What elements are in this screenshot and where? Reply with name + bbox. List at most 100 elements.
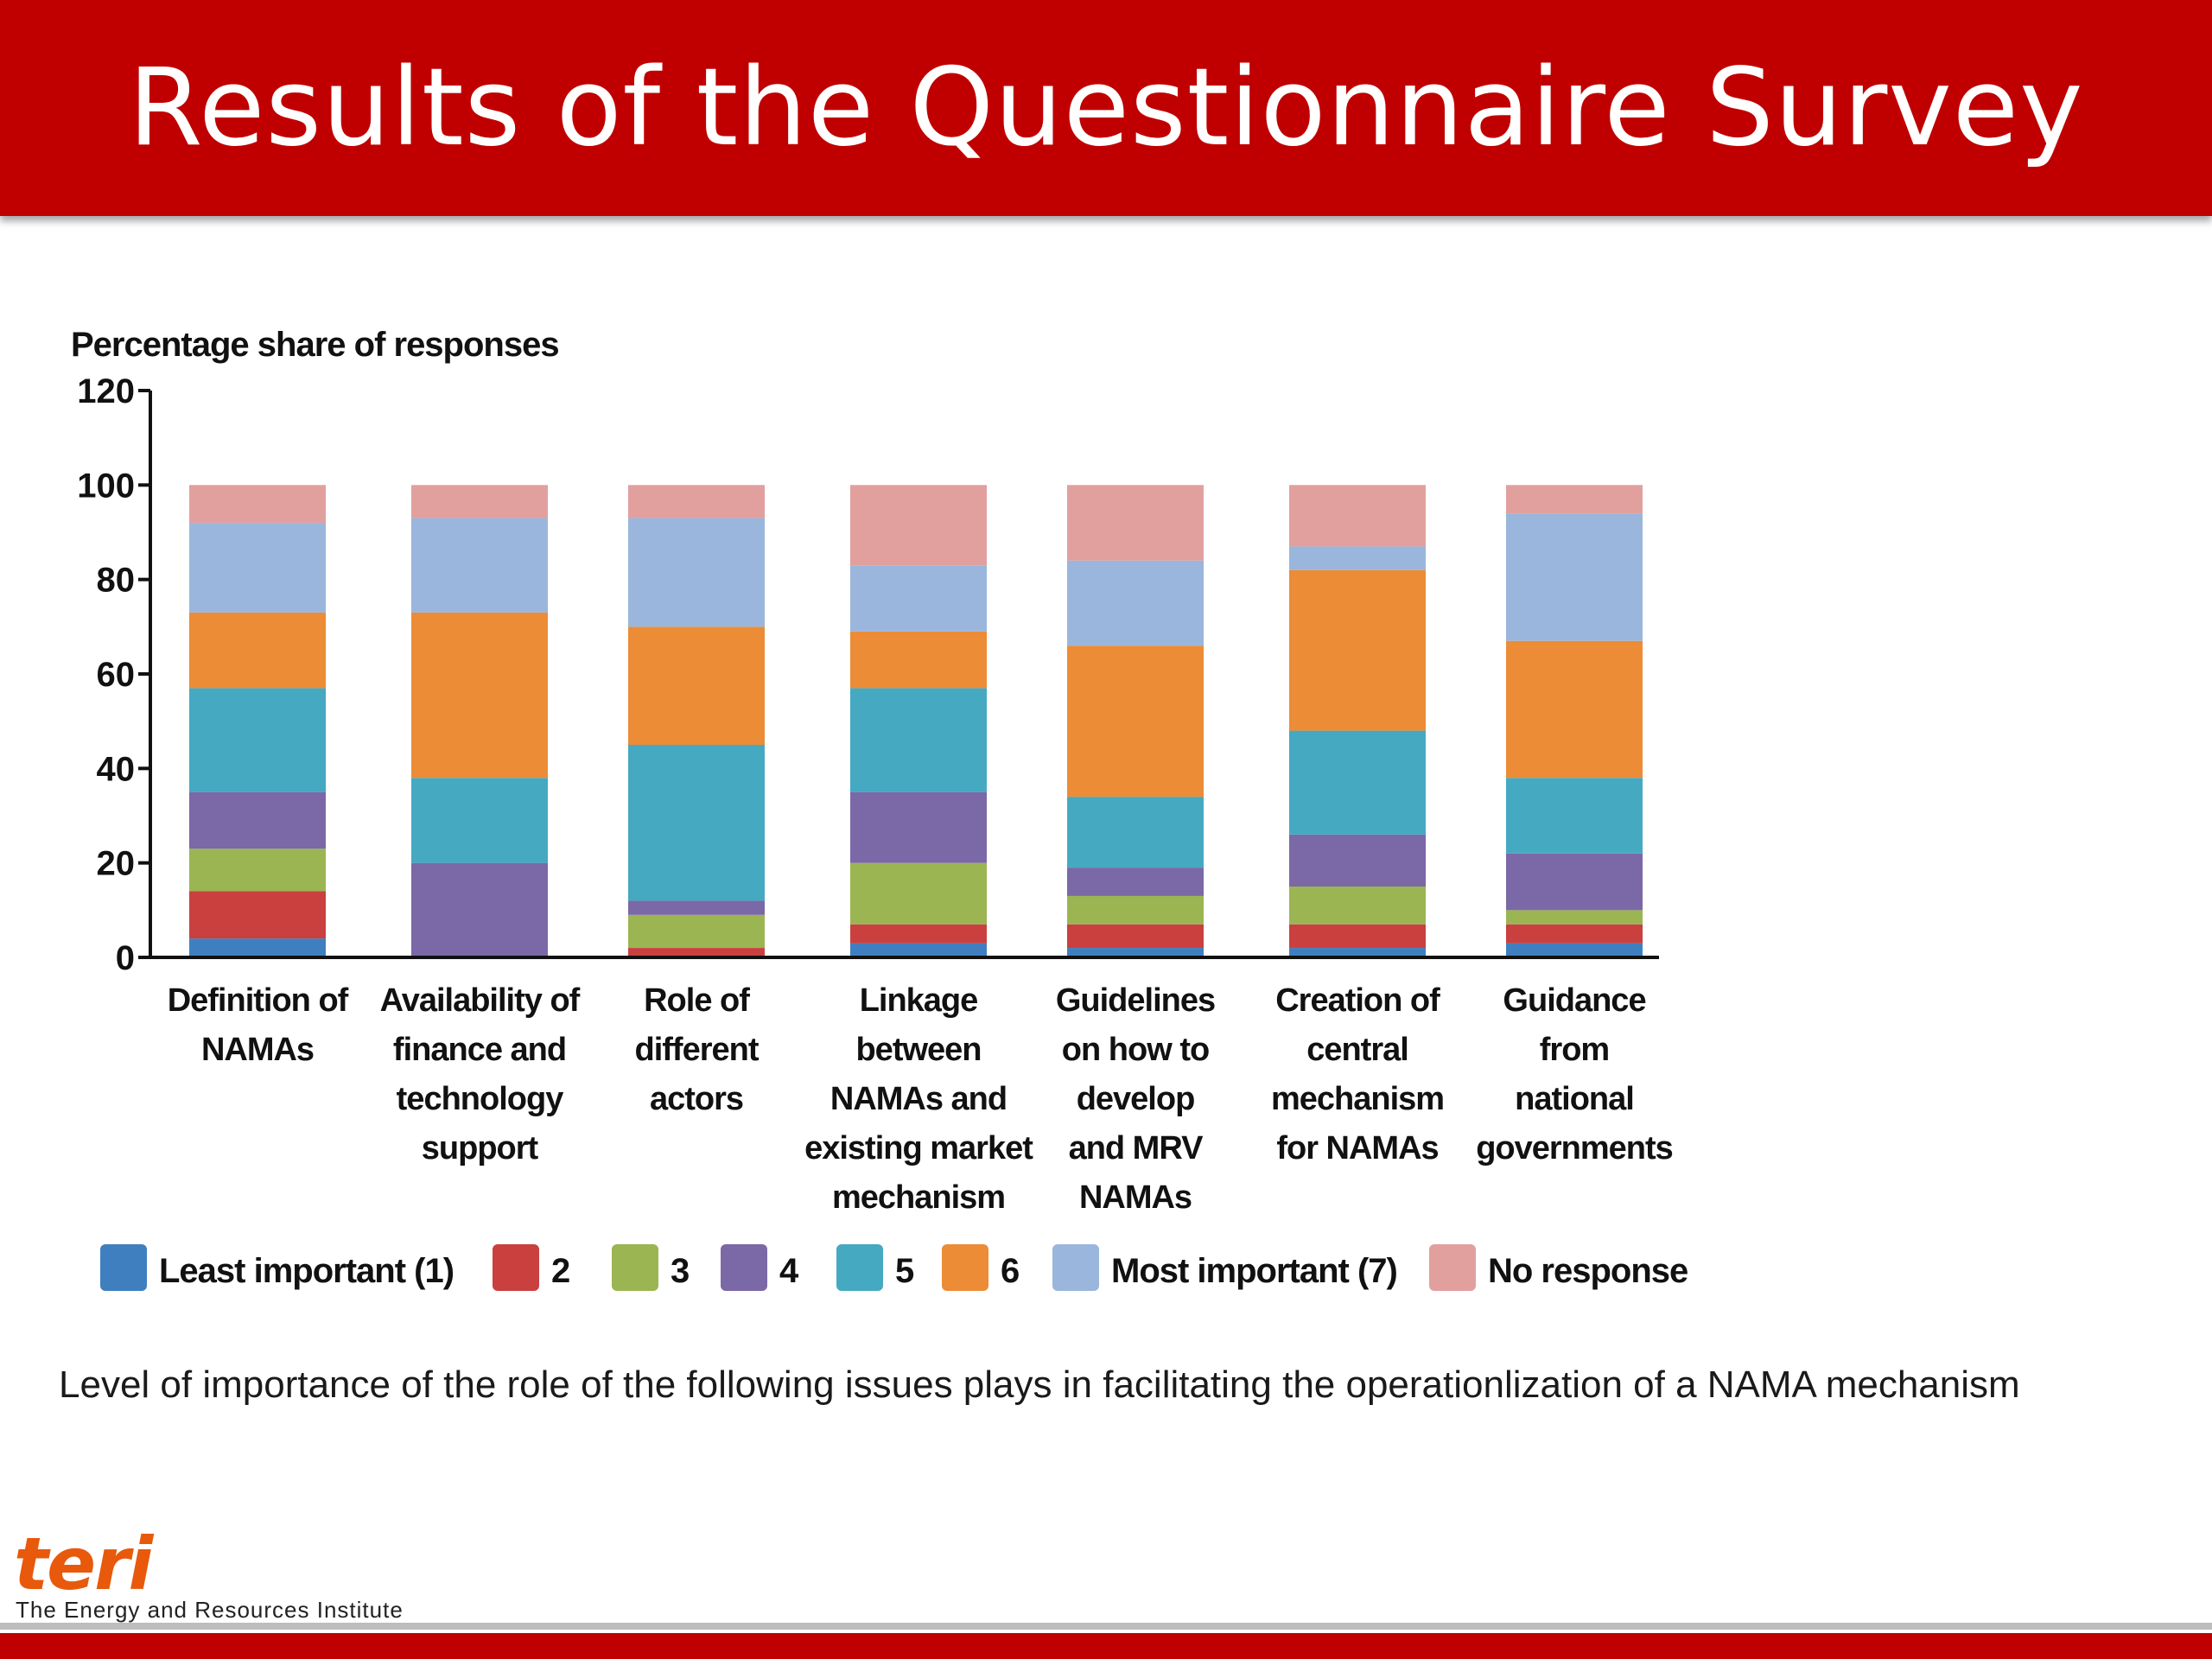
bar-segment (189, 938, 326, 957)
y-tick-label: 100 (77, 467, 135, 505)
bar-segment (1067, 895, 1204, 925)
bar-segment (1506, 943, 1643, 957)
bar-segment (1506, 853, 1643, 911)
bar-segment (1067, 645, 1204, 798)
bar-segment (1067, 485, 1204, 561)
bar-segment (411, 778, 548, 863)
bar-segment (1506, 778, 1643, 854)
x-category-label: governments (1476, 1130, 1673, 1166)
x-category-label: Definition of (168, 982, 349, 1019)
legend-swatch (721, 1244, 767, 1291)
bar-segment (1289, 834, 1426, 887)
bar-segment (411, 518, 548, 613)
x-category-label: for NAMAs (1276, 1130, 1438, 1166)
bar-segment (1067, 868, 1204, 896)
legend-label: Most important (7) (1111, 1252, 1397, 1290)
x-category-label: national (1515, 1081, 1634, 1117)
bar-segment (1289, 730, 1426, 835)
x-category-label: Guidance (1503, 982, 1645, 1019)
bar-segment (628, 948, 765, 957)
x-category-label: technology (397, 1081, 564, 1117)
legend-label: 3 (671, 1252, 689, 1290)
bar-segment (189, 612, 326, 689)
x-category-label: Availability of (380, 982, 581, 1019)
bar-segment (628, 485, 765, 518)
bar-segment (850, 924, 987, 944)
legend-label: 2 (551, 1252, 569, 1290)
bar-segment (411, 862, 548, 957)
bar-segment (1067, 797, 1204, 868)
bar-segment (1289, 924, 1426, 949)
bar-segment (189, 688, 326, 792)
legend-swatch (942, 1244, 988, 1291)
bar-segment (189, 485, 326, 524)
legend-label: No response (1488, 1252, 1688, 1290)
bar-segment (628, 518, 765, 627)
x-category-label: actors (650, 1081, 743, 1117)
chart-caption: Level of importance of the role of the f… (59, 1363, 2020, 1406)
legend-swatch (836, 1244, 883, 1291)
footer-divider (0, 1623, 2212, 1630)
y-tick-label: 120 (77, 372, 135, 410)
bar-segment (1506, 924, 1643, 944)
y-tick-label: 80 (97, 562, 136, 600)
y-tick-label: 60 (97, 656, 136, 694)
x-category-label: Role of (644, 982, 750, 1019)
bar-segment (1506, 910, 1643, 925)
x-category-label: different (635, 1032, 760, 1068)
bar-segment (1289, 569, 1426, 731)
x-category-label: Guidelines (1056, 982, 1215, 1019)
logo-mark: teri (14, 1522, 153, 1606)
x-category-label: NAMAs and (830, 1081, 1007, 1117)
legend-label: 4 (779, 1252, 799, 1290)
bar-segment (189, 891, 326, 939)
y-tick-label: 0 (116, 939, 135, 977)
x-category-label: and MRV (1069, 1130, 1205, 1166)
bar-segment (850, 631, 987, 689)
legend-label: 6 (1001, 1252, 1019, 1290)
footer-bar (0, 1633, 2212, 1659)
bar-segment (628, 914, 765, 949)
x-category-label: between (855, 1032, 981, 1068)
bar-segment (1067, 924, 1204, 949)
legend-swatch (493, 1244, 539, 1291)
bar-segment (1506, 640, 1643, 779)
bar-segment (411, 612, 548, 779)
legend-swatch (1429, 1244, 1476, 1291)
logo-subtitle: The Energy and Resources Institute (16, 1597, 404, 1623)
bar-segment (1289, 887, 1426, 925)
slide-title: Results of the Questionnaire Survey (128, 46, 2084, 170)
bar-segment (628, 626, 765, 745)
x-category-label: existing market (804, 1130, 1033, 1166)
bar-segment (1506, 513, 1643, 641)
x-category-label: on how to (1062, 1032, 1209, 1068)
bar-segment (850, 862, 987, 925)
bar-segment (189, 849, 326, 892)
bar-segment (1289, 485, 1426, 547)
bar-segment (189, 791, 326, 849)
x-category-label: NAMAs (201, 1032, 314, 1068)
x-category-label: mechanism (1271, 1081, 1444, 1117)
x-category-label: Linkage (860, 982, 978, 1019)
legend-label: 5 (895, 1252, 914, 1290)
bar-segment (411, 485, 548, 518)
bar-segment (850, 943, 987, 957)
bar-segment (189, 523, 326, 613)
bar-segment (628, 745, 765, 901)
legend-swatch (100, 1244, 147, 1291)
x-category-label: support (422, 1130, 539, 1166)
x-category-label: central (1306, 1032, 1408, 1068)
bar-segment (850, 485, 987, 566)
y-tick-label: 20 (97, 845, 136, 883)
x-category-label: from (1540, 1032, 1609, 1068)
title-bar: Results of the Questionnaire Survey (0, 0, 2212, 216)
x-category-label: develop (1077, 1081, 1195, 1117)
bar-segment (1067, 560, 1204, 646)
teri-logo: teri The Energy and Resources Institute (14, 1528, 601, 1623)
bar-segment (1067, 948, 1204, 957)
legend-label: Least important (1) (159, 1252, 454, 1290)
stacked-bar-chart: Percentage share of responses 0 20 40 60 80 1… (71, 326, 1688, 1291)
legend-swatch (1052, 1244, 1099, 1291)
y-tick-label: 40 (97, 750, 136, 788)
bar-segment (1289, 948, 1426, 957)
